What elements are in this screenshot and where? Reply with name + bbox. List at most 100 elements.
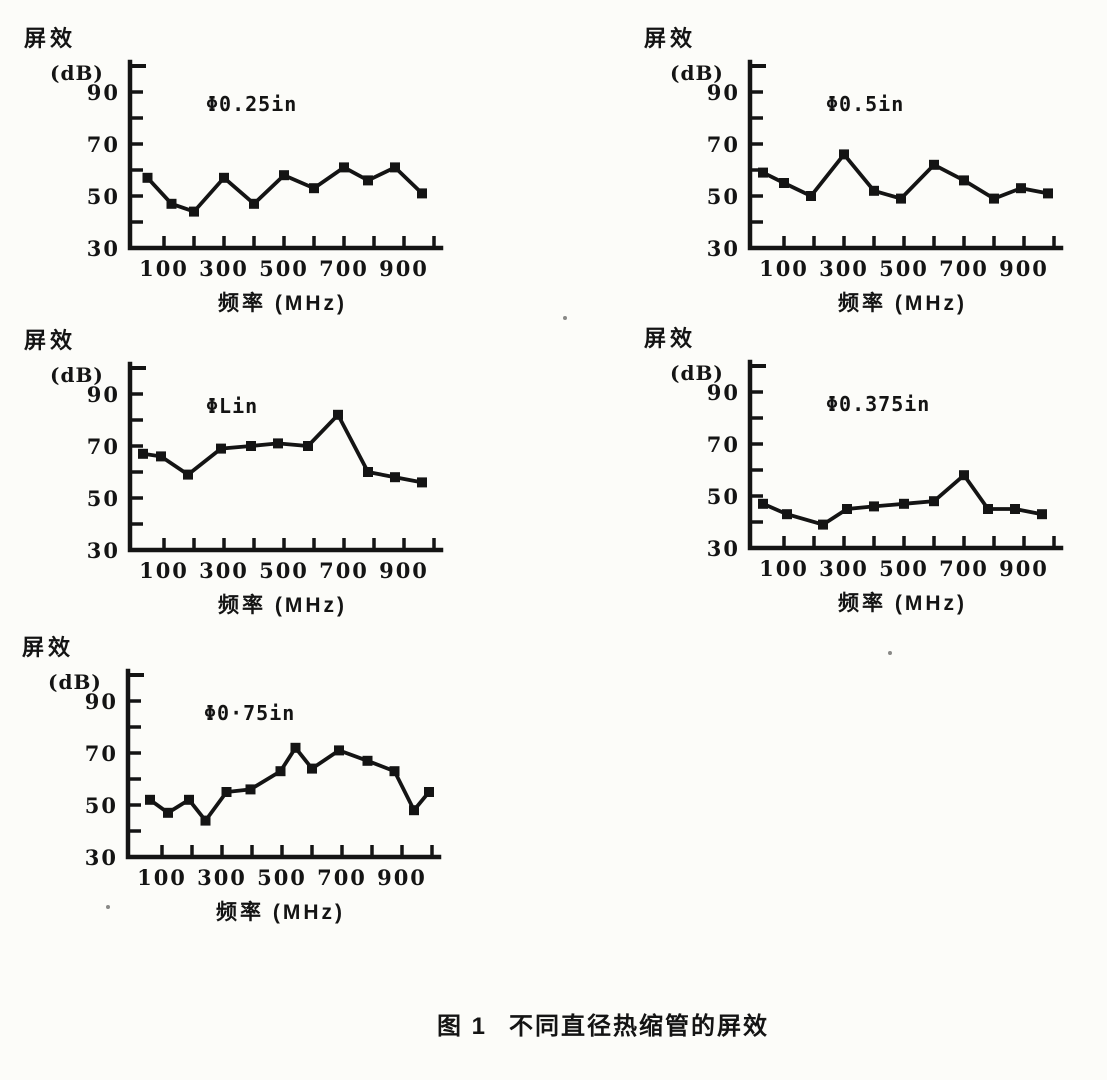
y-tick-label: 30 [707,536,740,561]
x-tick-label: 700 [939,256,989,281]
data-point-marker [279,170,289,181]
x-axis-title: 频率 (MHz) [838,591,967,615]
y-tick-label: 50 [707,184,740,209]
data-point-marker [390,472,400,483]
data-point-marker [245,784,256,795]
data-point-marker [417,477,427,488]
data-point-marker [929,159,939,170]
y-tick-label: 70 [85,741,118,766]
data-point-marker [363,467,373,477]
data-point-marker [138,448,148,459]
y-tick-label: 30 [87,236,120,261]
x-tick-label: 900 [379,256,429,281]
y-axis-title: 屏效 [24,328,76,353]
y-tick-label: 70 [707,132,740,157]
data-point-marker [417,188,427,199]
x-tick-label: 100 [137,865,187,890]
x-tick-label: 300 [199,558,249,583]
data-point-marker [899,498,909,509]
data-point-marker [334,745,344,756]
data-point-marker [409,805,419,816]
data-point-marker [983,504,993,514]
y-axis-title: 屏效 [644,26,696,51]
x-tick-label: 700 [319,558,369,583]
data-point-marker [246,441,256,451]
y-tick-label: 90 [707,80,740,105]
chart-phi-0-375in: 90 70 50 30 100 300 500 700 900 屏效 (dB) 频率 (MHz) Φ0.… [630,316,1090,626]
axes [127,59,444,251]
chart-canvas: 90 70 50 30 100 300 500 700 900 屏效 (dB) 频率 (MHz) Φ0.… [644,326,1064,615]
data-point-marker [290,742,301,753]
chart-phi-0-25in: 90 70 50 30 100 300 500 700 900 屏效 (dB) 频率 (MHz) Φ0.… [10,16,470,326]
data-point-marker [142,172,153,183]
chart-canvas: 90 70 50 30 100 300 500 700 900 屏效 (dB) 频率 (MHz) Φ0·… [22,635,442,924]
data-point-marker [1010,504,1020,514]
data-point-marker [896,193,906,204]
data-point-marker [362,755,373,766]
axes [747,59,1064,251]
y-axis-title: 屏效 [24,26,76,51]
data-point-marker [1016,183,1026,194]
x-axis-title: 频率 (MHz) [838,291,967,315]
data-point-marker [989,193,999,204]
y-tick-label: 30 [707,236,740,261]
x-tick-label: 100 [759,556,809,581]
axes [127,361,444,553]
x-tick-label: 500 [879,556,929,581]
chart-title: Φ0.5in [826,92,904,116]
data-point-marker [929,496,939,507]
data-point-marker [869,501,879,512]
x-tick-label: 900 [999,256,1049,281]
data-point-marker [183,469,193,480]
x-axis-title: 频率 (MHz) [216,900,345,924]
data-point-marker [339,162,349,173]
y-tick-label: 70 [87,434,120,459]
chart-title: Φ0·75in [204,701,295,725]
x-tick-label: 100 [139,256,189,281]
x-tick-label: 500 [259,256,309,281]
data-point-marker [219,172,229,183]
x-tick-label: 900 [377,865,427,890]
figure-number: 图 1 [437,1013,488,1040]
data-point-marker [842,504,852,514]
chart-title: Φ0.25in [206,92,297,116]
scan-speck [106,905,110,909]
x-axis-title: 频率 (MHz) [218,291,347,315]
axes [125,668,442,860]
data-point-marker [303,441,313,451]
data-point-marker [309,183,319,194]
x-axis-title: 频率 (MHz) [218,593,347,617]
data-point-marker [163,807,173,818]
x-tick-label: 300 [197,865,247,890]
data-point-marker [307,763,317,774]
x-tick-label: 700 [319,256,369,281]
y-tick-label: 50 [87,486,120,511]
x-tick-label: 300 [819,556,869,581]
data-point-marker [839,149,849,160]
y-tick-label: 90 [87,80,120,105]
x-tick-label: 300 [819,256,869,281]
data-point-marker [869,185,879,196]
y-axis-title: 屏效 [22,635,74,660]
data-point-marker [758,498,768,509]
chart-canvas: 90 70 50 30 100 300 500 700 900 屏效 (dB) 频率 (MHz) ΦLi… [24,328,444,617]
y-axis-unit-label: (dB) [48,670,102,694]
y-tick-label: 90 [87,382,120,407]
data-point-marker [156,451,166,462]
data-point-marker [779,178,789,188]
y-tick-label: 90 [85,689,118,714]
data-point-marker [389,766,400,777]
data-point-marker [1043,188,1053,199]
scan-speck [888,651,892,655]
x-tick-label: 900 [379,558,429,583]
figure-title: 不同直径热缩管的屏效 [509,1013,770,1040]
data-point-marker [758,167,768,178]
data-point-marker [189,206,199,217]
chart-phi-0-5in: 90 70 50 30 100 300 500 700 900 屏效 (dB) 频率 (MHz) Φ0.… [630,16,1090,326]
axes [747,359,1064,551]
y-tick-label: 30 [87,538,120,563]
y-tick-label: 30 [85,845,118,870]
chart-canvas: 90 70 50 30 100 300 500 700 900 屏效 (dB) 频率 (MHz) Φ0.… [644,26,1064,315]
x-tick-label: 100 [759,256,809,281]
data-point-marker [221,787,232,797]
